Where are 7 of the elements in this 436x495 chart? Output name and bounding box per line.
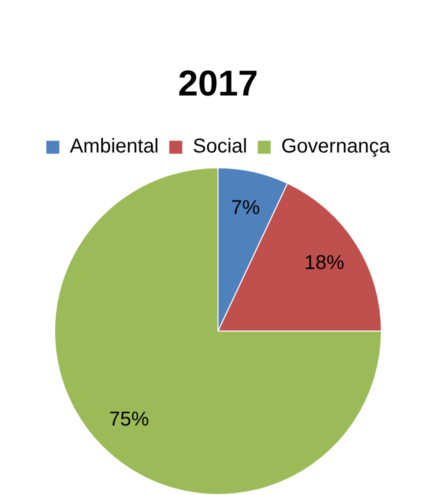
legend-label: Ambiental	[70, 136, 159, 158]
chart-title: 2017	[178, 62, 258, 104]
data-label: 7%	[230, 196, 260, 219]
data-label: 18%	[304, 252, 344, 274]
data-label: 75%	[109, 408, 150, 431]
legend-label: Governança	[281, 136, 392, 158]
legend-label: Social	[192, 136, 248, 158]
